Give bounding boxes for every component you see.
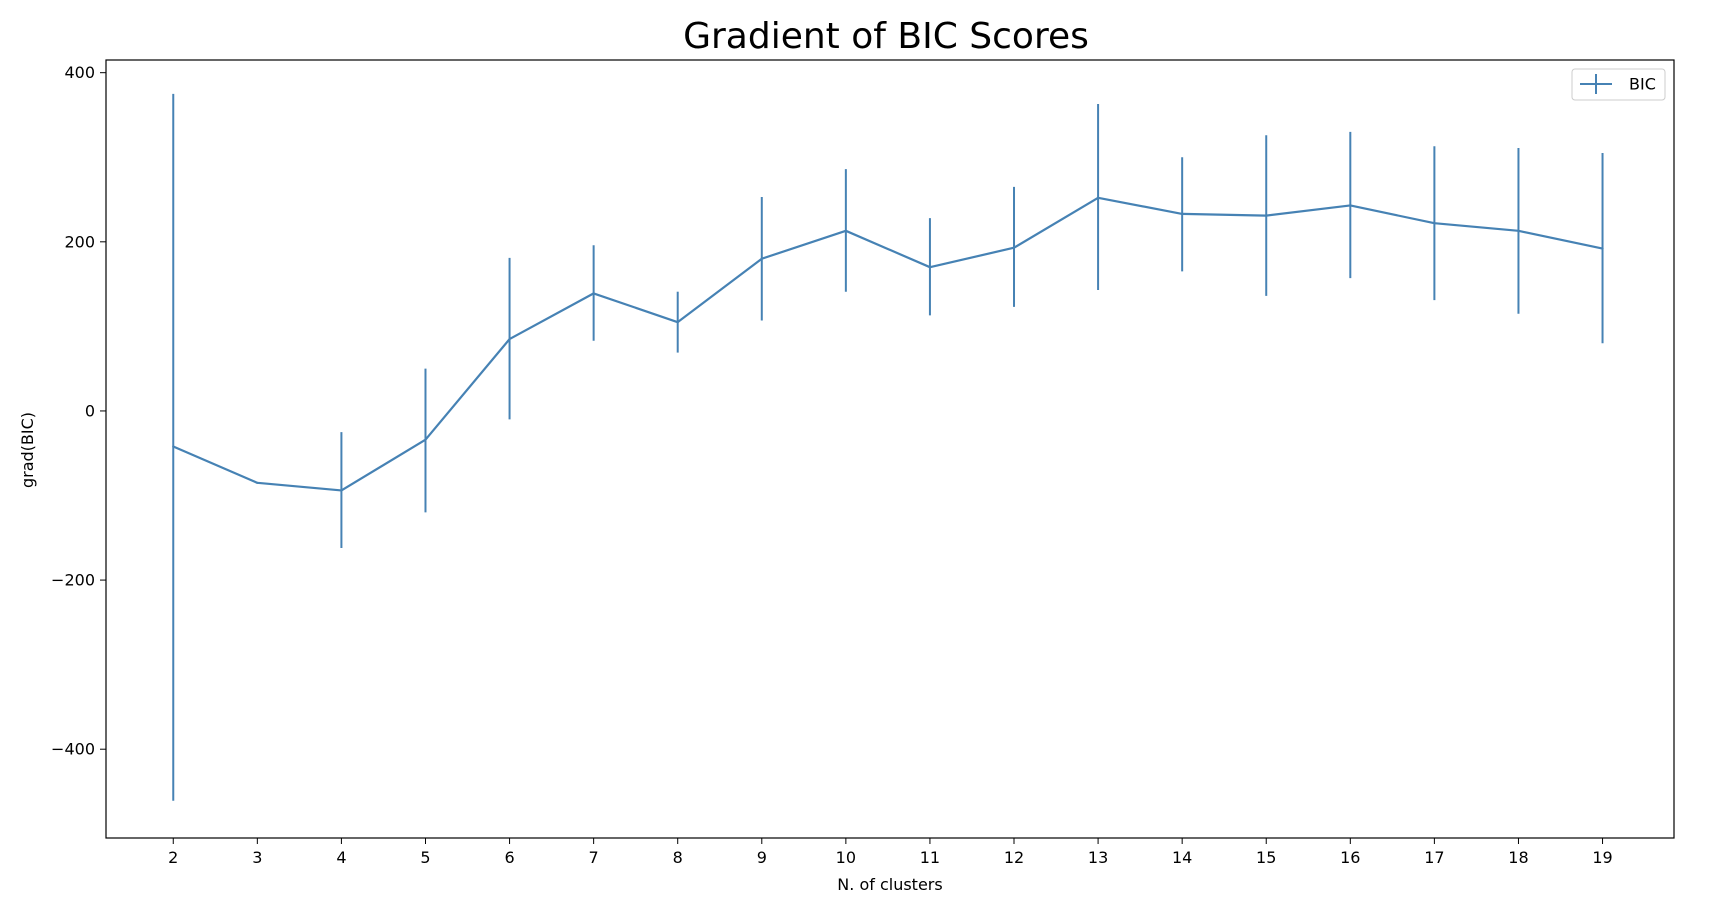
x-tick-label: 3 (252, 848, 262, 867)
y-tick-label: −400 (51, 740, 95, 759)
x-tick-label: 7 (589, 848, 599, 867)
data-point (172, 445, 175, 448)
x-tick-label: 8 (673, 848, 683, 867)
data-point (592, 292, 595, 295)
x-tick-label: 17 (1424, 848, 1444, 867)
data-point (1012, 246, 1016, 249)
data-point (424, 438, 427, 441)
legend-label: BIC (1629, 75, 1656, 94)
x-tick-label: 9 (757, 848, 767, 867)
data-point (928, 266, 932, 269)
legend: BIC (1571, 68, 1666, 101)
x-tick-label: 19 (1592, 848, 1612, 867)
x-tick-label: 2 (168, 848, 178, 867)
data-point (844, 229, 847, 232)
x-tick-label: 12 (1004, 848, 1024, 867)
x-tick-label: 13 (1088, 848, 1108, 867)
series-layer (172, 93, 1604, 801)
y-axis: 400 200 0 −200 −400 (51, 63, 106, 759)
x-axis: 2 3 4 5 6 7 8 9 10 11 12 13 14 15 16 17 18 19 (168, 838, 1613, 867)
data-point (1601, 247, 1604, 250)
y-tick-label: 0 (85, 401, 95, 420)
x-axis-label: N. of clusters (837, 875, 942, 894)
x-tick-label: 15 (1256, 848, 1276, 867)
data-point (508, 337, 511, 341)
x-tick-label: 18 (1508, 848, 1528, 867)
y-tick-label: 200 (64, 232, 95, 251)
data-point (676, 321, 679, 324)
y-tick-label: 400 (64, 63, 95, 82)
x-tick-label: 14 (1172, 848, 1192, 867)
x-tick-label: 10 (836, 848, 856, 867)
chart-title: Gradient of BIC Scores (683, 16, 1089, 57)
plot-area-frame (105, 59, 1675, 839)
x-tick-label: 6 (504, 848, 514, 867)
x-tick-label: 5 (420, 848, 430, 867)
data-point (340, 489, 343, 492)
data-point (1181, 212, 1184, 216)
x-tick-label: 16 (1340, 848, 1360, 867)
data-point (1096, 196, 1100, 199)
data-point (1265, 214, 1268, 217)
series-line-bic (172, 196, 1603, 492)
data-point (1433, 222, 1436, 225)
x-tick-label: 4 (336, 848, 346, 867)
data-point (1349, 204, 1352, 207)
y-axis-label: grad(BIC) (18, 412, 37, 488)
data-point (1517, 229, 1520, 232)
data-point (760, 257, 763, 260)
x-tick-label: 11 (920, 848, 940, 867)
y-tick-label: −200 (51, 571, 95, 590)
data-point (256, 481, 259, 484)
